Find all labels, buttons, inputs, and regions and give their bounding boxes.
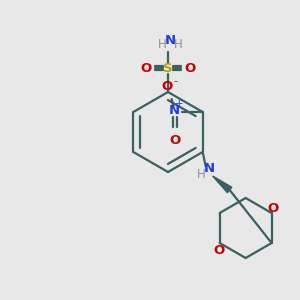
- Text: +: +: [175, 99, 184, 109]
- Text: N: N: [169, 104, 180, 118]
- Text: O: O: [140, 61, 152, 74]
- Polygon shape: [213, 176, 232, 193]
- Text: H: H: [174, 38, 182, 50]
- Text: O: O: [184, 61, 196, 74]
- Text: O: O: [267, 202, 278, 214]
- Text: O: O: [213, 244, 224, 256]
- Text: O: O: [161, 80, 172, 94]
- Text: N: N: [204, 161, 215, 175]
- Text: S: S: [163, 61, 173, 74]
- Text: H: H: [158, 38, 166, 50]
- Text: O: O: [169, 134, 180, 146]
- Text: N: N: [164, 34, 175, 46]
- Text: -: -: [174, 76, 178, 86]
- Text: H: H: [197, 167, 206, 181]
